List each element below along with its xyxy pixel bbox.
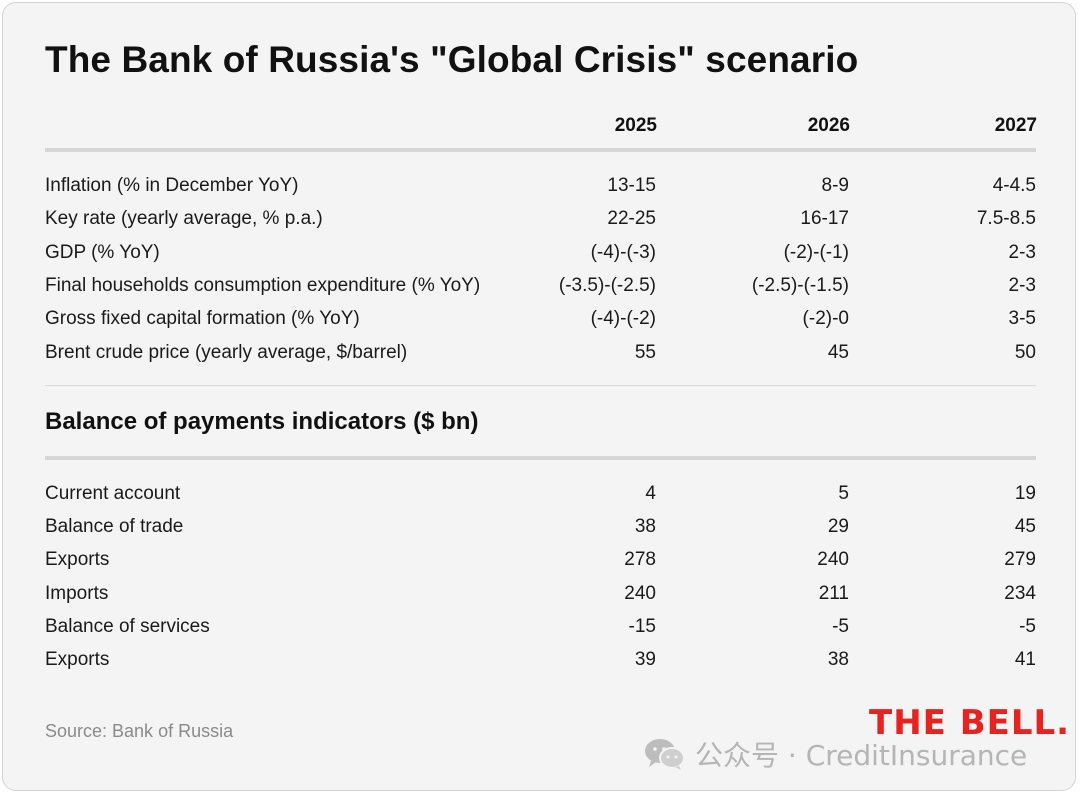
table-row: Brent crude price (yearly average, $/bar… <box>45 336 1036 369</box>
year-header-2026: 2026 <box>807 115 850 136</box>
row-value-2026: 211 <box>818 583 849 604</box>
row-value-2027: 2-3 <box>1008 242 1036 263</box>
row-value-2027: 7.5-8.5 <box>976 208 1036 229</box>
wechat-icon <box>645 739 685 770</box>
table-row: Final households consumption expenditure… <box>45 269 1036 302</box>
watermark-text: 公众号 · CreditInsurance <box>695 739 1028 772</box>
table-row: Imports 240 211 234 <box>45 577 1036 610</box>
bop-header-divider <box>45 456 1036 460</box>
row-value-2027: 19 <box>1014 483 1036 504</box>
row-value-2025: (-3.5)-(-2.5) <box>558 275 656 296</box>
section-divider <box>45 385 1036 386</box>
row-value-2027: -5 <box>1019 616 1036 637</box>
table-row: Current account 4 5 19 <box>45 477 1036 510</box>
row-value-2026: 16-17 <box>800 208 849 229</box>
row-label: Balance of trade <box>45 516 184 537</box>
row-label: Gross fixed capital formation (% YoY) <box>45 308 360 329</box>
row-label: Brent crude price (yearly average, $/bar… <box>45 342 408 363</box>
row-value-2025: -15 <box>628 616 656 637</box>
row-value-2026: (-2.5)-(-1.5) <box>751 275 849 296</box>
row-value-2025: (-4)-(-3) <box>590 242 656 263</box>
row-value-2026: (-2)-(-1) <box>783 242 849 263</box>
source-note: Source: Bank of Russia <box>45 721 234 741</box>
row-value-2025: 39 <box>634 649 656 670</box>
table-row: Balance of services -15 -5 -5 <box>45 610 1036 643</box>
row-value-2026: -5 <box>832 616 849 637</box>
table-row: Inflation (% in December YoY) 13-15 8-9 … <box>45 169 1036 202</box>
row-value-2025: (-4)-(-2) <box>590 308 656 329</box>
row-label: GDP (% YoY) <box>45 242 160 263</box>
row-value-2025: 278 <box>624 549 656 570</box>
row-value-2026: 5 <box>838 483 849 504</box>
row-value-2025: 55 <box>634 342 656 363</box>
table-row: Gross fixed capital formation (% YoY) (-… <box>45 302 1036 335</box>
row-label: Imports <box>45 583 109 604</box>
table-row: Exports 39 38 41 <box>45 643 1036 676</box>
row-value-2027: 4-4.5 <box>992 175 1036 196</box>
row-label: Exports <box>45 549 110 570</box>
brand-logo: THE BELL. <box>869 703 1071 743</box>
row-value-2027: 279 <box>1004 549 1036 570</box>
year-header-2025: 2025 <box>614 115 657 136</box>
row-value-2026: 240 <box>817 549 849 570</box>
row-label: Final households consumption expenditure… <box>45 275 481 296</box>
row-value-2027: 45 <box>1014 516 1036 537</box>
table-row: GDP (% YoY) (-4)-(-3) (-2)-(-1) 2-3 <box>45 236 1036 269</box>
row-label: Inflation (% in December YoY) <box>45 175 299 196</box>
watermark: 公众号 · CreditInsurance <box>643 736 1027 772</box>
row-value-2027: 50 <box>1014 342 1036 363</box>
table-row: Exports 278 240 279 <box>45 543 1036 576</box>
row-value-2027: 41 <box>1014 649 1036 670</box>
header-divider <box>45 148 1036 152</box>
row-value-2027: 3-5 <box>1008 308 1036 329</box>
table-row: Balance of trade 38 29 45 <box>45 510 1036 543</box>
row-label: Balance of services <box>45 616 210 637</box>
row-value-2026: (-2)-0 <box>802 308 849 329</box>
row-label: Key rate (yearly average, % p.a.) <box>45 208 323 229</box>
row-value-2025: 38 <box>634 516 656 537</box>
row-label: Current account <box>45 483 181 504</box>
row-value-2025: 13-15 <box>607 175 656 196</box>
page-title: The Bank of Russia's "Global Crisis" sce… <box>45 39 859 80</box>
year-header-2027: 2027 <box>994 115 1037 136</box>
row-value-2025: 240 <box>624 583 656 604</box>
row-value-2027: 2-3 <box>1008 275 1036 296</box>
row-value-2025: 22-25 <box>607 208 656 229</box>
bop-section-title: Balance of payments indicators ($ bn) <box>45 408 479 435</box>
row-value-2026: 45 <box>827 342 849 363</box>
row-value-2027: 234 <box>1004 583 1036 604</box>
table-row: Key rate (yearly average, % p.a.) 22-25 … <box>45 202 1036 235</box>
row-value-2025: 4 <box>645 483 656 504</box>
row-value-2026: 29 <box>827 516 849 537</box>
row-value-2026: 8-9 <box>821 175 849 196</box>
row-value-2026: 38 <box>827 649 849 670</box>
row-label: Exports <box>45 649 110 670</box>
